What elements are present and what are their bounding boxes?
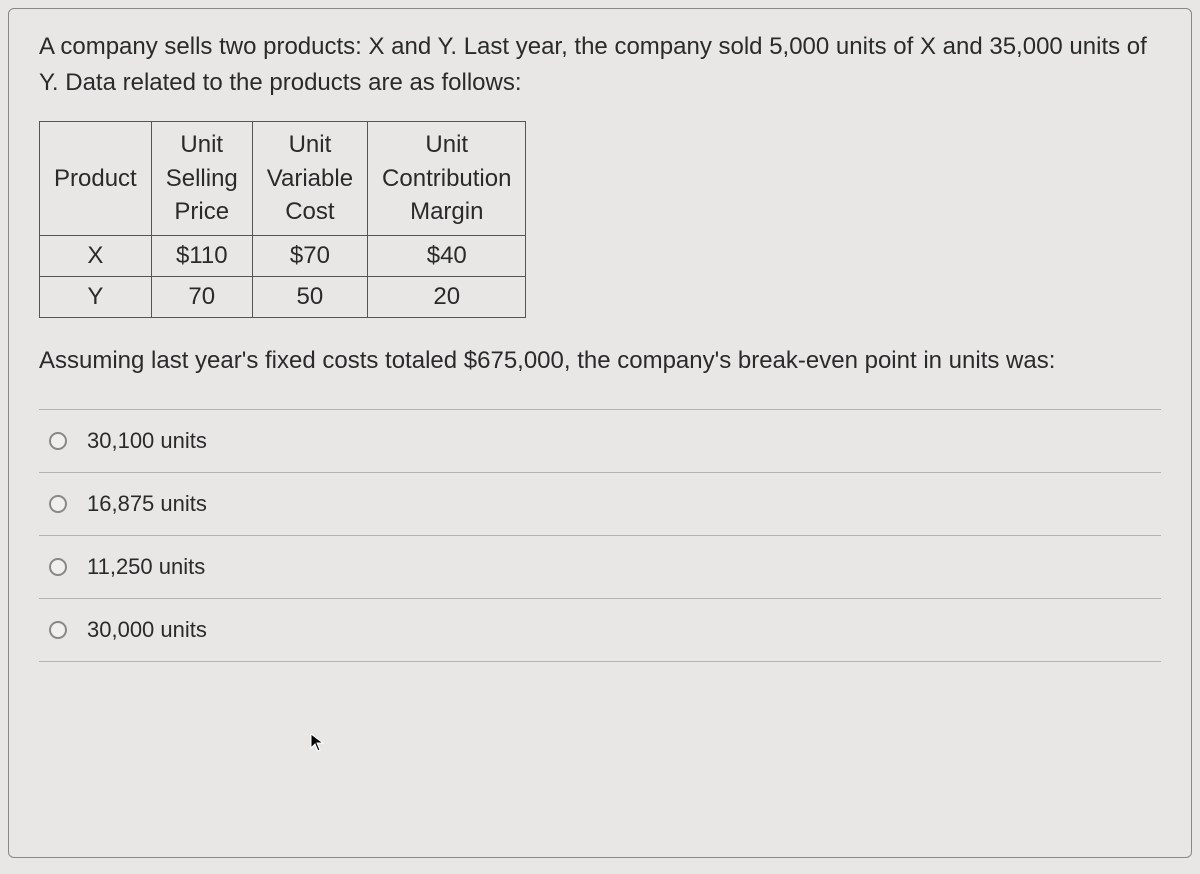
option-label: 11,250 units: [87, 554, 205, 580]
cell-contribution-margin: 20: [368, 276, 526, 317]
radio-icon[interactable]: [49, 558, 67, 576]
radio-icon[interactable]: [49, 432, 67, 450]
cell-selling-price: 70: [151, 276, 252, 317]
cell-variable-cost: $70: [252, 235, 367, 276]
option-row[interactable]: 30,100 units: [39, 409, 1161, 473]
table-row: X $110 $70 $40: [40, 235, 526, 276]
cell-product: Y: [40, 276, 152, 317]
option-label: 30,000 units: [87, 617, 207, 643]
table-row: Y 70 50 20: [40, 276, 526, 317]
options-list: 30,100 units 16,875 units 11,250 units 3…: [39, 409, 1161, 662]
option-row[interactable]: 11,250 units: [39, 536, 1161, 599]
question-intro-text: A company sells two products: X and Y. L…: [39, 29, 1161, 101]
question-followup-text: Assuming last year's fixed costs totaled…: [39, 343, 1161, 379]
header-contribution-margin: UnitContributionMargin: [368, 122, 526, 236]
header-selling-price: UnitSellingPrice: [151, 122, 252, 236]
cell-variable-cost: 50: [252, 276, 367, 317]
radio-icon[interactable]: [49, 495, 67, 513]
header-variable-cost: UnitVariableCost: [252, 122, 367, 236]
header-product: Product: [40, 122, 152, 236]
cell-product: X: [40, 235, 152, 276]
option-row[interactable]: 30,000 units: [39, 599, 1161, 662]
option-label: 30,100 units: [87, 428, 207, 454]
cell-contribution-margin: $40: [368, 235, 526, 276]
option-row[interactable]: 16,875 units: [39, 473, 1161, 536]
radio-icon[interactable]: [49, 621, 67, 639]
option-label: 16,875 units: [87, 491, 207, 517]
table-header-row: Product UnitSellingPrice UnitVariableCos…: [40, 122, 526, 236]
data-table: Product UnitSellingPrice UnitVariableCos…: [39, 121, 526, 318]
cell-selling-price: $110: [151, 235, 252, 276]
question-container: A company sells two products: X and Y. L…: [8, 8, 1192, 858]
